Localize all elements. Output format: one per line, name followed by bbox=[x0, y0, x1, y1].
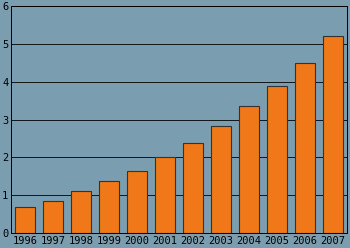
Bar bbox=[99, 181, 119, 233]
Bar bbox=[267, 86, 287, 233]
Bar bbox=[71, 191, 91, 233]
Bar bbox=[183, 143, 203, 233]
Bar bbox=[295, 63, 315, 233]
Bar bbox=[155, 157, 175, 233]
Bar bbox=[127, 171, 147, 233]
Bar bbox=[15, 207, 35, 233]
Bar bbox=[239, 106, 259, 233]
Bar bbox=[211, 126, 231, 233]
Bar bbox=[43, 201, 63, 233]
Bar bbox=[323, 36, 343, 233]
